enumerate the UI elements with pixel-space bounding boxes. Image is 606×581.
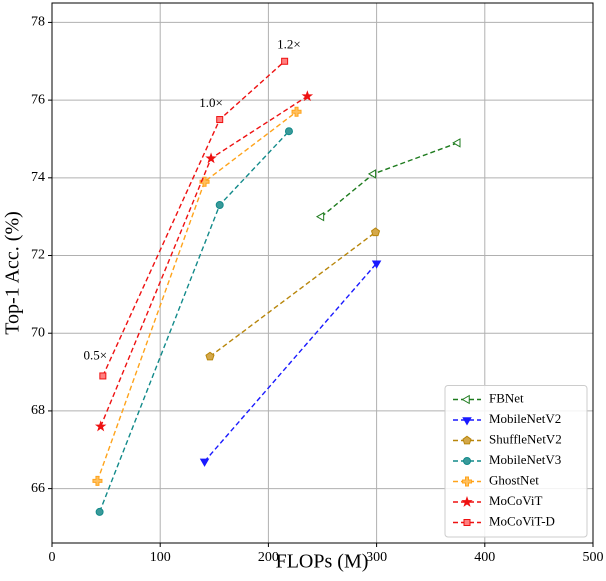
legend-marker (462, 417, 472, 426)
legend-label: MoCoViT-D (489, 513, 555, 528)
y-tick-label: 78 (31, 15, 45, 30)
legend-label: MobileNetV2 (489, 411, 561, 426)
annotation: 1.2× (277, 37, 301, 52)
marker (281, 57, 289, 65)
legend-marker (463, 457, 471, 465)
legend-marker (462, 435, 472, 445)
marker (301, 90, 314, 102)
marker (216, 116, 224, 124)
legend-label: ShuffleNetV2 (489, 431, 562, 446)
marker (205, 152, 217, 164)
y-tick-label: 68 (31, 403, 45, 418)
x-tick-label: 100 (150, 550, 171, 565)
plot-frame (51, 2, 594, 544)
x-tick-label: 500 (583, 550, 604, 565)
legend-label: MobileNetV3 (489, 452, 561, 467)
marker (367, 169, 377, 179)
x-tick-label: 400 (474, 550, 495, 565)
y-tick-label: 70 (31, 325, 45, 340)
y-tick-label: 76 (31, 92, 45, 107)
marker (452, 138, 461, 148)
legend-box (444, 385, 588, 538)
marker (95, 507, 104, 516)
y-tick-label: 72 (31, 248, 45, 263)
marker (92, 475, 103, 486)
series-line (320, 142, 458, 218)
annotation: 1.0× (199, 95, 223, 110)
marker (371, 260, 382, 269)
x-axis-label: FLOPs (M) (276, 551, 369, 573)
marker (291, 106, 302, 117)
marker (315, 211, 325, 222)
annotation: 0.5× (83, 348, 107, 363)
x-tick-label: 300 (366, 550, 387, 565)
y-axis-label: Top-1 Acc. (%) (2, 211, 24, 335)
marker (94, 420, 107, 432)
legend-marker (461, 394, 470, 405)
marker (370, 227, 381, 237)
marker (215, 201, 224, 210)
y-tick-label: 74 (31, 170, 45, 185)
legend-marker (463, 519, 471, 526)
x-tick-label: 0 (49, 550, 56, 565)
series-line (102, 60, 286, 377)
legend-label: MoCoViT (489, 493, 542, 508)
series-line (100, 95, 308, 427)
x-tick-label: 200 (258, 550, 279, 565)
legend-marker (461, 495, 473, 507)
marker (284, 127, 293, 136)
series-line (204, 262, 378, 462)
series-line (96, 111, 297, 482)
legend-label: FBNet (489, 390, 524, 405)
series-line (209, 231, 376, 358)
marker (205, 351, 215, 361)
legend-marker (462, 476, 472, 487)
marker (199, 458, 210, 467)
marker (99, 372, 107, 380)
legend-label: GhostNet (489, 472, 539, 487)
marker (199, 176, 210, 187)
y-tick-label: 66 (31, 481, 45, 496)
